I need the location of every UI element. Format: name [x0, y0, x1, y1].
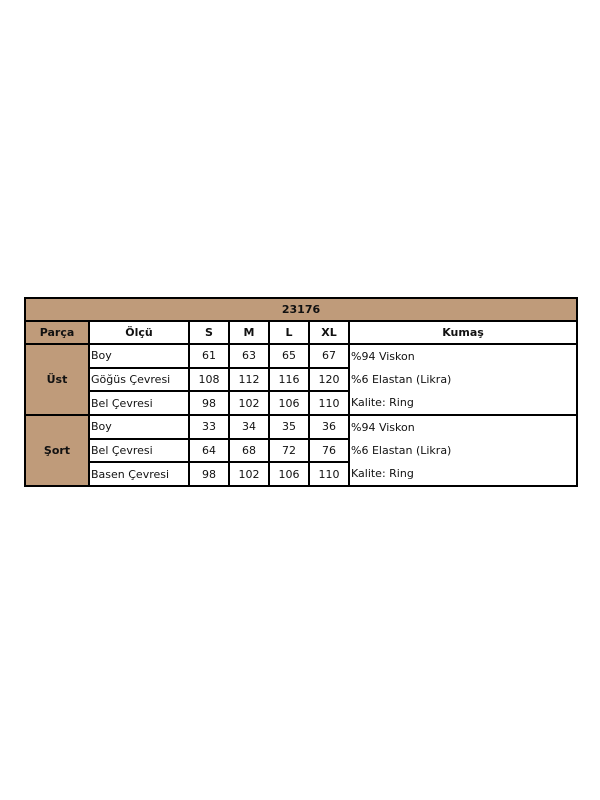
header-row: Parça Ölçü S M L XL Kumaş	[24, 320, 579, 345]
header-size-l: L	[268, 320, 310, 345]
header-fabric: Kumaş	[347, 320, 579, 345]
size-value-cell: 35	[268, 414, 310, 440]
measure-cell: Basen Çevresi	[88, 461, 190, 487]
header-part: Parça	[24, 320, 90, 345]
size-value-cell: 102	[228, 390, 270, 416]
table-row: Göğüs Çevresi 108 112 116 120	[25, 366, 577, 393]
title-row: 23176	[23, 297, 579, 322]
table-row: Şort Boy 33 34 35 36 %94 Viskon %6 Elastan (Lik…	[24, 414, 579, 487]
size-value-cell: 63	[228, 343, 270, 369]
size-value-cell: 67	[308, 343, 350, 369]
part-cell: Şort	[24, 414, 90, 487]
size-value-cell: 68	[228, 437, 270, 464]
size-value-cell: 120	[308, 366, 350, 393]
fabric-line: %6 Elastan (Likra)	[351, 373, 452, 386]
size-value-cell: 116	[268, 366, 310, 393]
header-size-s: S	[188, 320, 230, 345]
header-size-m: M	[228, 320, 270, 345]
measure-cell: Boy	[88, 343, 190, 369]
size-value-cell: 112	[228, 366, 270, 393]
fabric-cell: %94 Viskon %6 Elastan (Likra) Kalite: Ring	[347, 414, 579, 487]
measure-cell: Göğüs Çevresi	[88, 366, 190, 393]
size-value-cell: 36	[308, 414, 350, 440]
fabric-line: Kalite: Ring	[351, 467, 414, 480]
table-row: Basen Çevresi 98 102 106 110	[25, 461, 577, 487]
fabric-line: %6 Elastan (Likra)	[351, 444, 452, 457]
product-code: 23176	[23, 297, 579, 322]
size-value-cell: 33	[188, 414, 230, 440]
measure-cell: Bel Çevresi	[88, 390, 190, 416]
table-row: Üst Boy 61 63 65 67 %94 Viskon %6 Elastan (Likr…	[24, 343, 579, 416]
part-cell: Üst	[24, 343, 90, 416]
size-value-cell: 65	[268, 343, 310, 369]
measure-cell: Boy	[88, 414, 190, 440]
fabric-cell: %94 Viskon %6 Elastan (Likra) Kalite: Ring	[347, 343, 579, 416]
size-value-cell: 106	[268, 461, 310, 487]
size-value-cell: 106	[268, 390, 310, 416]
header-measure: Ölçü	[88, 320, 190, 345]
table-row: Bel Çevresi 98 102 106 110	[25, 390, 577, 416]
size-value-cell: 110	[308, 390, 350, 416]
fabric-line: Kalite: Ring	[351, 396, 414, 409]
size-value-cell: 108	[188, 366, 230, 393]
size-value-cell: 102	[228, 461, 270, 487]
size-value-cell: 98	[188, 390, 230, 416]
size-value-cell: 76	[308, 437, 350, 464]
size-value-cell: 72	[268, 437, 310, 464]
size-value-cell: 98	[188, 461, 230, 487]
size-chart-table: 23176 Parça Ölçü S M L XL Kumaş Üst Boy 61…	[23, 297, 579, 487]
table-row: Bel Çevresi 64 68 72 76	[25, 437, 577, 464]
fabric-line: %94 Viskon	[351, 350, 415, 363]
header-size-xl: XL	[308, 320, 350, 345]
size-value-cell: 34	[228, 414, 270, 440]
size-value-cell: 61	[188, 343, 230, 369]
size-value-cell: 64	[188, 437, 230, 464]
size-value-cell: 110	[308, 461, 350, 487]
fabric-line: %94 Viskon	[351, 421, 415, 434]
measure-cell: Bel Çevresi	[88, 437, 190, 464]
